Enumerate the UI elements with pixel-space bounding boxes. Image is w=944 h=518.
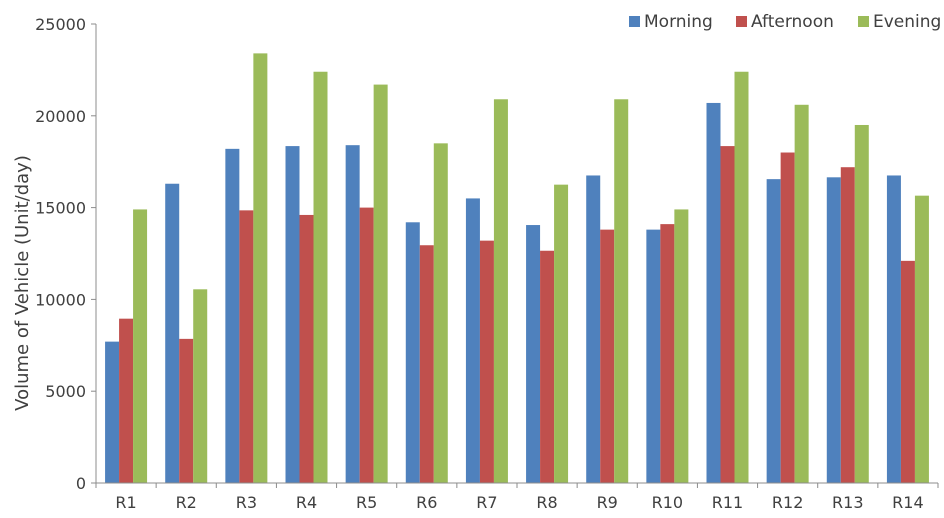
y-tick-label: 15000 bbox=[35, 199, 86, 218]
x-tick-label: R13 bbox=[832, 493, 863, 512]
bar-evening-r3 bbox=[253, 53, 268, 483]
x-axis-ticks: R1 R2 R3 R4 R5 R6 R7 R8 R9 R10 R11 R12 R13 R14 bbox=[95, 483, 939, 512]
x-tick-label: R7 bbox=[476, 493, 497, 512]
x-tick-label: R6 bbox=[416, 493, 437, 512]
x-tick-label: R5 bbox=[356, 493, 377, 512]
y-tick-label: 25000 bbox=[35, 15, 86, 34]
bar-morning-r3 bbox=[225, 148, 240, 483]
bar-afternoon-r5 bbox=[359, 207, 374, 483]
bar-morning-r9 bbox=[586, 175, 601, 483]
bar-evening-r11 bbox=[734, 71, 749, 484]
y-tick-label: 0 bbox=[76, 474, 86, 493]
bar-evening-r9 bbox=[614, 99, 629, 483]
y-axis-ticks: 0 5000 10000 15000 20000 25000 bbox=[35, 15, 97, 493]
x-tick-label: R2 bbox=[176, 493, 197, 512]
bar-evening-r2 bbox=[193, 289, 208, 483]
legend: Morning Afternoon Evening bbox=[629, 12, 941, 32]
x-tick-label: R8 bbox=[536, 493, 557, 512]
y-axis-label: Volume of Vehicle (Unit/day) bbox=[12, 155, 33, 411]
legend-swatch-afternoon bbox=[736, 16, 747, 27]
bar-afternoon-r7 bbox=[479, 240, 494, 483]
bar-afternoon-r4 bbox=[299, 214, 314, 483]
bar-afternoon-r11 bbox=[720, 146, 735, 483]
bar-evening-r5 bbox=[373, 84, 388, 483]
bar-evening-r8 bbox=[554, 184, 569, 483]
bar-morning-r13 bbox=[826, 177, 841, 483]
legend-swatch-morning bbox=[629, 16, 640, 27]
bar-evening-r1 bbox=[133, 209, 148, 483]
y-tick-label: 10000 bbox=[35, 290, 86, 309]
bar-morning-r10 bbox=[646, 229, 661, 483]
legend-label-evening: Evening bbox=[873, 12, 941, 32]
bar-evening-r4 bbox=[313, 71, 328, 484]
bar-morning-r14 bbox=[886, 175, 901, 483]
bar-morning-r4 bbox=[285, 146, 300, 483]
bar-afternoon-r14 bbox=[900, 260, 915, 483]
bar-morning-r8 bbox=[526, 225, 541, 484]
bar-morning-r2 bbox=[165, 183, 180, 483]
bar-morning-r12 bbox=[766, 179, 781, 483]
y-tick-label: 20000 bbox=[35, 107, 86, 126]
bar-afternoon-r12 bbox=[780, 152, 795, 483]
bar-morning-r1 bbox=[105, 341, 120, 483]
x-tick-label: R9 bbox=[597, 493, 618, 512]
bar-afternoon-r1 bbox=[119, 318, 134, 483]
bar-morning-r6 bbox=[405, 222, 420, 483]
bar-afternoon-r9 bbox=[600, 229, 615, 483]
bar-morning-r5 bbox=[345, 145, 360, 483]
legend-label-morning: Morning bbox=[644, 12, 713, 32]
bar-afternoon-r6 bbox=[419, 245, 434, 483]
bar-afternoon-r2 bbox=[179, 338, 194, 483]
bar-evening-r13 bbox=[854, 124, 869, 483]
bar-morning-r11 bbox=[706, 102, 721, 483]
bar-afternoon-r10 bbox=[660, 224, 675, 483]
bar-evening-r12 bbox=[794, 104, 809, 483]
bar-afternoon-r8 bbox=[540, 250, 555, 483]
bar-afternoon-r13 bbox=[840, 167, 855, 483]
x-tick-label: R11 bbox=[712, 493, 743, 512]
x-tick-label: R4 bbox=[296, 493, 317, 512]
bar-evening-r10 bbox=[674, 209, 689, 483]
bar-morning-r7 bbox=[465, 198, 480, 484]
bar-evening-r14 bbox=[914, 195, 929, 483]
legend-swatch-evening bbox=[858, 16, 869, 27]
y-tick-label: 5000 bbox=[45, 382, 86, 401]
x-tick-label: R10 bbox=[652, 493, 683, 512]
x-tick-label: R1 bbox=[115, 493, 136, 512]
legend-label-afternoon: Afternoon bbox=[751, 12, 834, 32]
bar-evening-r7 bbox=[493, 99, 508, 483]
bar-afternoon-r3 bbox=[239, 210, 254, 483]
x-tick-label: R14 bbox=[892, 493, 923, 512]
x-tick-label: R12 bbox=[772, 493, 803, 512]
x-tick-label: R3 bbox=[236, 493, 257, 512]
bar-evening-r6 bbox=[433, 143, 448, 483]
bars bbox=[105, 53, 929, 484]
